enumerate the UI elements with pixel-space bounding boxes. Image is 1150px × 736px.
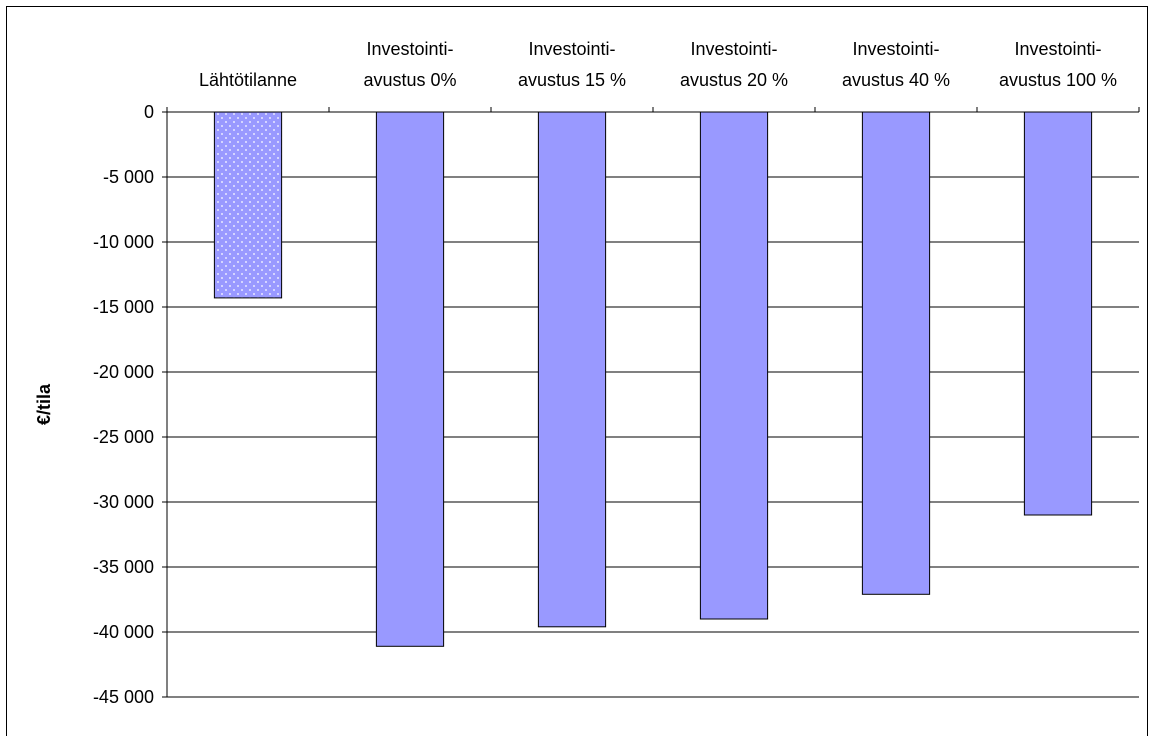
bar xyxy=(213,111,283,299)
category-label: Investointi- xyxy=(690,39,777,59)
category-label: Investointi- xyxy=(366,39,453,59)
category-label: Lähtötilanne xyxy=(199,70,297,90)
axes xyxy=(166,107,1140,697)
y-tick-label: -10 000 xyxy=(93,232,154,252)
bar xyxy=(861,111,931,595)
y-tick-labels: 0 -5 000 -10 000 -15 000 -20 000 -25 000 -30 0… xyxy=(93,102,167,707)
chart-frame xyxy=(6,6,1148,736)
y-tick-label: -5 000 xyxy=(103,167,154,187)
category-label: Investointi- xyxy=(1014,39,1101,59)
bar xyxy=(1023,111,1093,516)
category-label: Investointi- xyxy=(852,39,939,59)
y-tick-label: -35 000 xyxy=(93,557,154,577)
category-label: avustus 0% xyxy=(363,70,456,90)
y-tick-label: -30 000 xyxy=(93,492,154,512)
y-tick-label: -15 000 xyxy=(93,297,154,317)
category-labels: Lähtötilanne Investointi-avustus 0% Invest… xyxy=(199,39,1117,90)
bars xyxy=(213,111,1093,647)
y-tick-label: -45 000 xyxy=(93,687,154,707)
y-tick-label: -25 000 xyxy=(93,427,154,447)
gridlines xyxy=(167,176,1139,698)
category-label: avustus 15 % xyxy=(518,70,626,90)
y-tick-label: -40 000 xyxy=(93,622,154,642)
y-tick-label: -20 000 xyxy=(93,362,154,382)
y-tick-label: 0 xyxy=(144,102,154,122)
category-label: Investointi- xyxy=(528,39,615,59)
bar xyxy=(699,111,769,620)
category-label: avustus 40 % xyxy=(842,70,950,90)
y-axis-label: €/tila xyxy=(34,383,54,425)
category-label: avustus 100 % xyxy=(999,70,1117,90)
category-label: avustus 20 % xyxy=(680,70,788,90)
bar xyxy=(537,111,607,628)
bar xyxy=(375,111,445,647)
